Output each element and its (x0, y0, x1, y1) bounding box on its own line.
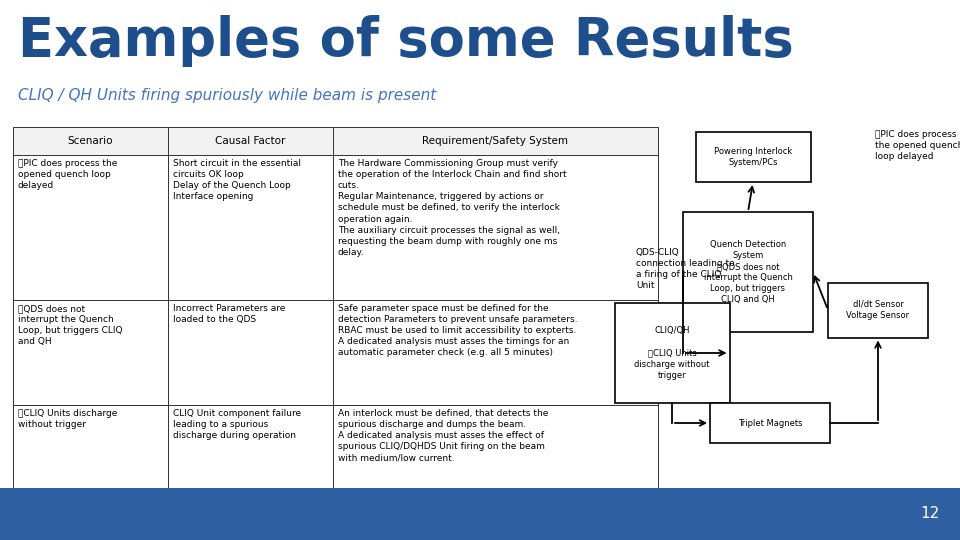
Bar (13, 300, 168, 405)
Bar (13, 127, 168, 155)
Bar (695, 132, 810, 182)
Bar (13, 405, 168, 515)
Text: QDS-CLIQ
connection leading to
a firing of the CLIQ
Unit: QDS-CLIQ connection leading to a firing … (636, 248, 734, 291)
Bar (614, 303, 730, 403)
Text: QDS-CLIQ connection
leading to a firing of the
CLIQ Unit: QDS-CLIQ connection leading to a firing … (18, 519, 128, 540)
Text: Safe parameter space must be defined for the
detection Parameters to prevent uns: Safe parameter space must be defined for… (338, 304, 578, 357)
Text: CLIQ Units and the connection to the QDS must be
protected from accidental inter: CLIQ Units and the connection to the QDS… (338, 519, 568, 540)
Text: CERN Personnel damages the
connection (...accidentally): CERN Personnel damages the connection (.… (173, 519, 307, 539)
Bar (683, 212, 813, 332)
Bar (333, 300, 658, 405)
Bar (168, 155, 333, 300)
Bar (710, 403, 830, 443)
Text: dI/dt Sensor
Voltage Sensor: dI/dt Sensor Voltage Sensor (847, 300, 909, 320)
Bar (168, 515, 333, 540)
Bar (333, 515, 658, 540)
Text: Examples of some Results: Examples of some Results (18, 15, 794, 67)
Text: ⓆCLIQ Units discharge
without trigger: ⓆCLIQ Units discharge without trigger (18, 409, 117, 429)
Bar (333, 155, 658, 300)
Text: CLIQ/QH

ⓆCLIQ Units
discharge without
trigger: CLIQ/QH ⓆCLIQ Units discharge without tr… (635, 326, 709, 380)
Text: The Hardware Commissioning Group must verify
the operation of the Interlock Chai: The Hardware Commissioning Group must ve… (338, 159, 566, 257)
Text: Scenario: Scenario (68, 136, 113, 146)
Bar (828, 282, 928, 338)
Text: ⓅPIC does process
the opened quench
loop delayed: ⓅPIC does process the opened quench loop… (875, 130, 960, 161)
Text: Short circuit in the essential
circuits OK loop
Delay of the Quench Loop
Interfa: Short circuit in the essential circuits … (173, 159, 301, 201)
Text: ⓅPIC does process the
opened quench loop
delayed: ⓅPIC does process the opened quench loop… (18, 159, 117, 190)
Bar (13, 155, 168, 300)
Bar (333, 127, 658, 155)
Bar (0, 488, 960, 540)
Bar (168, 300, 333, 405)
Text: Triplet Magnets: Triplet Magnets (737, 418, 803, 428)
Text: 12: 12 (921, 507, 940, 522)
Text: ⓆQDS does not
interrupt the Quench
Loop, but triggers CLIQ
and QH: ⓆQDS does not interrupt the Quench Loop,… (18, 304, 123, 346)
Text: Powering Interlock
System/PCs: Powering Interlock System/PCs (714, 147, 792, 167)
Text: Causal Factor: Causal Factor (215, 136, 286, 146)
Text: Quench Detection
System
ⓆQDS does not
interrupt the Quench
Loop, but triggers
CL: Quench Detection System ⓆQDS does not in… (704, 240, 792, 304)
Text: An interlock must be defined, that detects the
spurious discharge and dumps the : An interlock must be defined, that detec… (338, 409, 548, 462)
Bar (333, 405, 658, 515)
Text: CLIQ / QH Units firing spuriously while beam is present: CLIQ / QH Units firing spuriously while … (18, 88, 436, 103)
Bar (168, 405, 333, 515)
Text: CLIQ Unit component failure
leading to a spurious
discharge during operation: CLIQ Unit component failure leading to a… (173, 409, 301, 440)
Text: Requirement/Safety System: Requirement/Safety System (422, 136, 568, 146)
Bar (13, 515, 168, 540)
Text: Incorrect Parameters are
loaded to the QDS: Incorrect Parameters are loaded to the Q… (173, 304, 285, 324)
Bar (168, 127, 333, 155)
